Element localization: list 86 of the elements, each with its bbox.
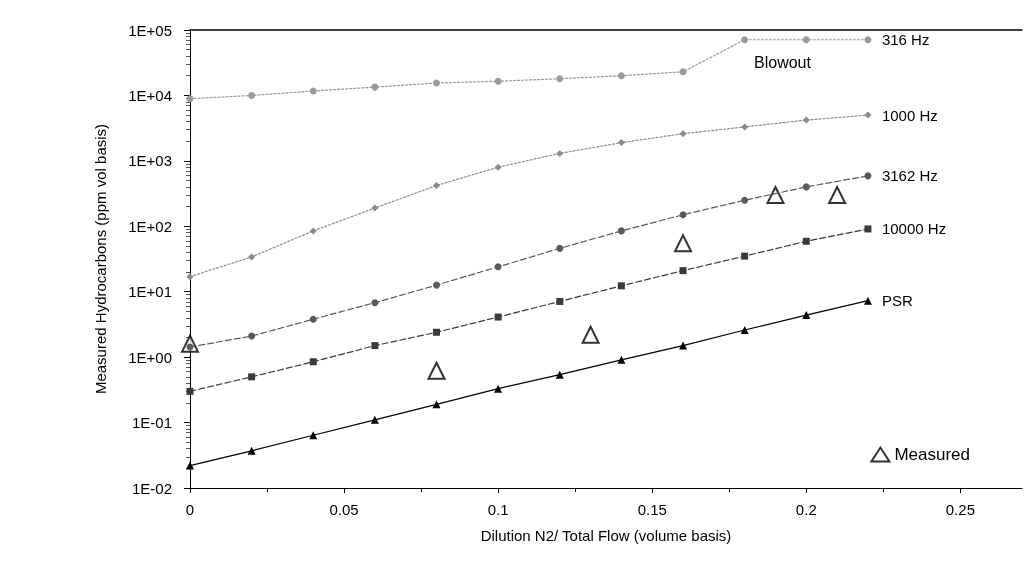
point [370, 415, 379, 424]
point [617, 282, 625, 290]
point [802, 183, 810, 191]
series-label: 1000 Hz [881, 106, 938, 124]
x-axis-title: Dilution N2/ Total Flow (volume basis) [480, 527, 732, 544]
point [741, 252, 749, 260]
series-label: 3162 Hz [881, 167, 938, 185]
point [309, 358, 317, 366]
point [828, 186, 847, 205]
y-tick-label: 1E-01 [131, 414, 172, 432]
y-axis-title: Measured Hydrocarbons (ppm vol basis) [92, 123, 109, 395]
y-tick-label: 1E+03 [128, 152, 172, 170]
point [247, 446, 256, 455]
point [186, 387, 194, 395]
point [802, 311, 811, 320]
point [864, 111, 872, 119]
point [494, 384, 503, 393]
point [555, 370, 564, 379]
point [556, 75, 564, 83]
point [581, 325, 600, 344]
y-tick-label: 1E+04 [128, 86, 172, 104]
x-tick-label: 0.25 [945, 501, 975, 518]
point [433, 79, 441, 87]
x-tick-label: 0 [185, 501, 195, 518]
point [248, 373, 256, 381]
point [494, 77, 502, 85]
point [802, 116, 810, 124]
series-label: 10000 Hz [881, 220, 947, 238]
point [371, 83, 379, 91]
point [617, 72, 625, 80]
point [494, 313, 502, 321]
point [309, 87, 317, 95]
point [740, 325, 749, 334]
series-label: PSR [881, 292, 913, 310]
legend-label: Measured [894, 445, 971, 464]
point [679, 211, 687, 219]
point [864, 172, 872, 180]
x-tick-label: 0.15 [637, 501, 667, 518]
point [674, 234, 693, 253]
x-tick-label: 0.05 [329, 501, 359, 518]
point [556, 149, 564, 157]
point [186, 273, 194, 281]
point [309, 315, 317, 323]
point [556, 244, 564, 252]
y-tick-label: 1E+05 [128, 21, 172, 39]
point [617, 227, 625, 235]
point [248, 91, 256, 99]
point [371, 342, 379, 350]
series-label: 316 Hz [881, 31, 930, 49]
point [617, 139, 625, 147]
point [679, 130, 687, 138]
point [741, 36, 749, 44]
annotation: Blowout [754, 53, 812, 71]
point [427, 361, 446, 380]
point [248, 332, 256, 340]
point [556, 297, 564, 305]
point [248, 253, 256, 261]
point [679, 267, 687, 275]
y-tick-label: 1E+02 [128, 217, 172, 235]
point [433, 182, 441, 190]
point [432, 400, 441, 409]
point [186, 461, 194, 470]
point [864, 225, 872, 233]
point [617, 355, 626, 364]
point [433, 328, 441, 336]
point [371, 299, 379, 307]
y-tick-label: 1E+01 [128, 283, 172, 301]
point [741, 196, 749, 204]
x-tick-label: 0.2 [795, 501, 817, 518]
point [433, 281, 441, 289]
point [864, 36, 872, 44]
point [766, 186, 785, 205]
point [309, 227, 317, 235]
point [494, 163, 502, 171]
point [186, 95, 194, 103]
point [679, 341, 688, 350]
point [494, 263, 502, 271]
point [802, 237, 810, 245]
point [741, 123, 749, 131]
point [371, 204, 379, 212]
x-tick-label: 0.1 [487, 501, 509, 518]
y-tick-label: 1E+00 [128, 348, 172, 366]
y-tick-label: 1E-02 [131, 479, 172, 497]
point [863, 296, 872, 305]
point [679, 68, 687, 76]
point [802, 36, 810, 44]
